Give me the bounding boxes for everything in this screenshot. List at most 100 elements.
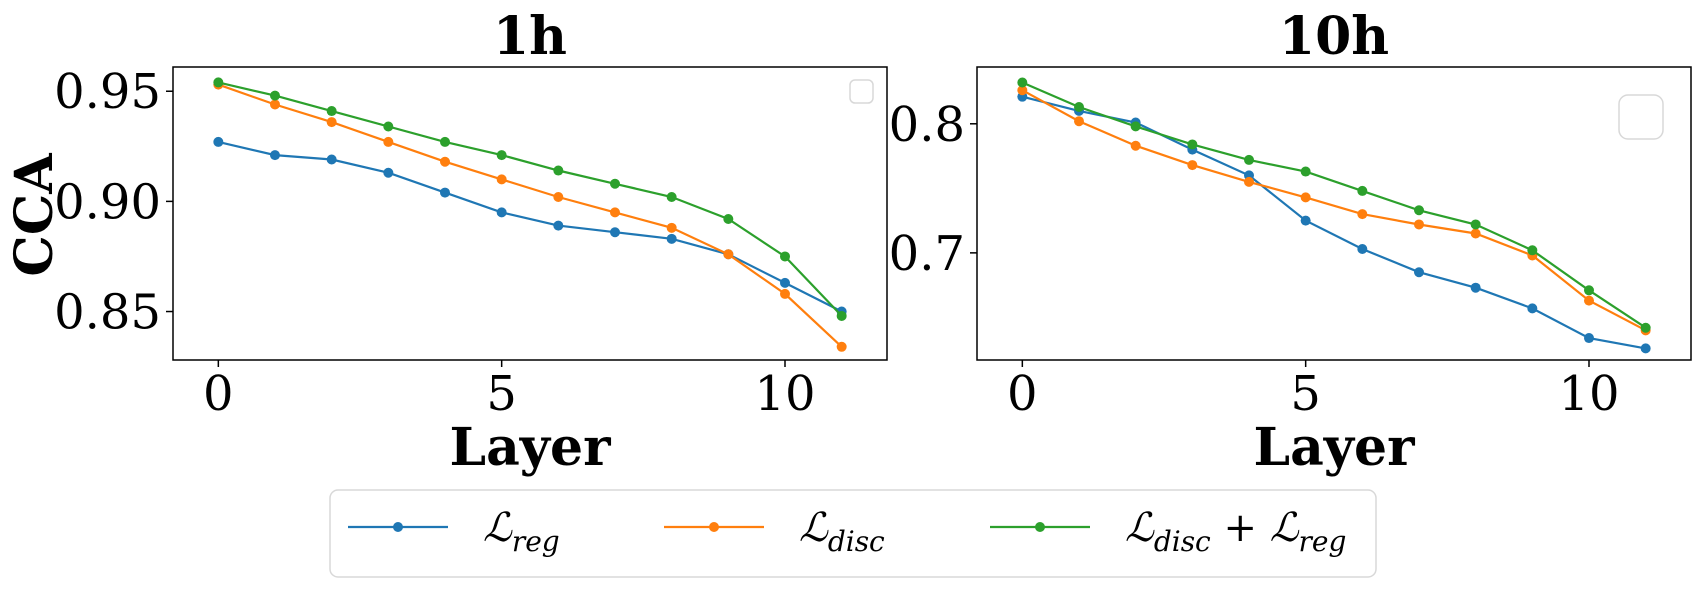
data-point-disc-10h xyxy=(1244,176,1254,187)
data-point-disc-10h xyxy=(1074,116,1084,127)
data-point-reg-1h xyxy=(610,227,620,238)
data-point-disc_reg-10h xyxy=(1187,139,1198,150)
legend-subscript: reg xyxy=(1299,525,1347,558)
data-point-disc_reg-10h xyxy=(1300,166,1311,177)
legend-subscript: reg xyxy=(512,525,560,558)
ticks-1h: 0 5 10 0.85 0.90 0.95 xyxy=(54,64,815,422)
legend-frame xyxy=(329,489,1377,578)
data-point-disc-1h xyxy=(836,341,847,352)
x-tick-label-1h: 5 xyxy=(486,366,517,422)
data-point-disc_reg-1h xyxy=(836,310,847,321)
data-point-reg-10h xyxy=(1527,303,1538,314)
data-point-disc_reg-10h xyxy=(1640,322,1651,333)
data-point-disc-1h xyxy=(610,207,620,218)
data-point-reg-10h xyxy=(1470,282,1481,293)
data-point-disc_reg-10h xyxy=(1244,154,1254,165)
data-point-disc_reg-1h xyxy=(213,77,224,88)
data-point-disc-10h xyxy=(1130,140,1141,151)
data-point-reg-1h xyxy=(213,136,224,147)
data-point-reg-10h xyxy=(1640,343,1651,354)
legend-symbol: ℒ xyxy=(1270,505,1300,551)
x-tick-label-10h: 0 xyxy=(1007,366,1038,422)
series-line-reg-1h xyxy=(218,140,843,313)
data-point-disc-10h xyxy=(1414,219,1424,230)
data-point-disc_reg-10h xyxy=(1074,102,1084,113)
panel-10h: 10h Layer 0 5 10 0.7 0.8 xyxy=(889,6,1692,478)
legend-entries: ℒreg​ ℒdisc​ ℒdisc​ + ℒreg​ xyxy=(348,505,1346,558)
data-point-disc-1h xyxy=(666,222,677,233)
data-point-disc_reg-1h xyxy=(440,136,450,147)
empty-legend-box-1h xyxy=(849,79,874,104)
legend-entry-reg: ℒreg​ xyxy=(348,505,560,558)
data-point-disc_reg-10h xyxy=(1357,185,1368,196)
series-lines-10h xyxy=(1017,77,1651,354)
legend-entry-disc_reg: ℒdisc​ + ℒreg​ xyxy=(990,505,1346,558)
data-point-reg-10h xyxy=(1414,267,1424,278)
series-line-disc-1h xyxy=(217,83,843,348)
data-point-disc_reg-1h xyxy=(383,121,394,132)
empty-legend-box-10h xyxy=(1618,94,1664,140)
data-point-disc-10h xyxy=(1017,85,1028,96)
data-point-disc_reg-10h xyxy=(1414,205,1424,216)
data-point-disc-1h xyxy=(553,191,564,202)
series-line-disc_reg-1h xyxy=(218,81,843,317)
data-point-disc-1h xyxy=(326,117,337,128)
legend-marker-disc xyxy=(709,522,719,532)
panel-title-10h: 10h xyxy=(1279,6,1389,67)
data-point-reg-1h xyxy=(326,154,337,165)
data-point-reg-10h xyxy=(1300,215,1311,226)
data-point-disc_reg-10h xyxy=(1470,219,1481,230)
x-tick-label-10h: 10 xyxy=(1558,366,1619,422)
data-point-reg-1h xyxy=(496,207,507,218)
x-tick-label-10h: 5 xyxy=(1290,366,1321,422)
data-point-reg-10h xyxy=(1584,333,1594,344)
plot-area-1h xyxy=(172,66,888,361)
data-point-disc_reg-10h xyxy=(1584,285,1594,296)
data-point-disc-10h xyxy=(1300,192,1311,203)
data-point-disc-10h xyxy=(1470,228,1481,239)
y-tick-label-1h: 0.85 xyxy=(54,285,161,341)
data-point-disc-1h xyxy=(440,156,450,167)
data-point-reg-1h xyxy=(666,233,677,244)
legend: ℒreg​ ℒdisc​ ℒdisc​ + ℒreg​ xyxy=(329,489,1377,578)
data-point-disc_reg-1h xyxy=(666,191,677,202)
data-point-disc_reg-1h xyxy=(780,251,790,262)
data-point-disc-1h xyxy=(723,249,734,260)
legend-operator: + xyxy=(1211,505,1270,551)
panel-title-1h: 1h xyxy=(493,6,567,67)
y-tick-label-1h: 0.95 xyxy=(54,64,161,120)
data-point-disc-10h xyxy=(1584,295,1594,306)
legend-subscript: disc xyxy=(828,525,885,558)
data-point-disc-1h xyxy=(383,136,394,147)
legend-subscript: disc xyxy=(1154,525,1211,558)
data-point-disc_reg-1h xyxy=(553,165,564,176)
legend-symbol: ℒ xyxy=(799,505,829,551)
data-point-reg-10h xyxy=(1357,243,1368,254)
data-point-reg-1h xyxy=(440,187,450,198)
legend-label-reg: ℒreg​ xyxy=(483,505,560,558)
data-point-disc_reg-1h xyxy=(496,150,507,161)
data-point-reg-1h xyxy=(553,220,564,231)
data-point-disc-1h xyxy=(270,99,280,110)
data-point-disc_reg-10h xyxy=(1017,77,1028,88)
legend-entry-disc: ℒdisc​ xyxy=(664,505,885,558)
series-lines-1h xyxy=(213,77,847,352)
x-axis-label-1h: Layer xyxy=(450,417,612,478)
data-point-disc_reg-1h xyxy=(270,90,280,101)
data-point-disc-1h xyxy=(496,174,507,185)
data-point-disc-10h xyxy=(1357,209,1368,220)
y-tick-label-10h: 0.7 xyxy=(889,226,965,282)
data-point-reg-1h xyxy=(780,277,790,288)
data-point-disc-10h xyxy=(1187,160,1198,171)
x-tick-label-1h: 10 xyxy=(754,366,815,422)
plot-area-10h xyxy=(976,66,1692,361)
legend-label-disc: ℒdisc​ xyxy=(799,505,885,558)
data-point-disc_reg-1h xyxy=(723,214,734,225)
data-point-reg-1h xyxy=(383,167,394,178)
x-axis-label-10h: Layer xyxy=(1254,417,1416,478)
data-point-disc_reg-10h xyxy=(1527,245,1538,256)
data-point-disc_reg-1h xyxy=(610,178,620,189)
data-point-disc-1h xyxy=(780,288,790,299)
y-tick-label-10h: 0.8 xyxy=(889,97,965,153)
